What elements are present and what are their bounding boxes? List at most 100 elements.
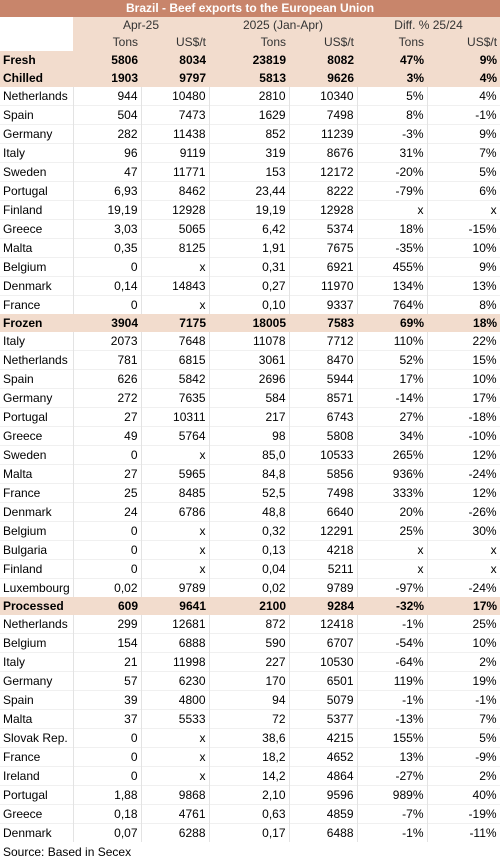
table-row: Denmark 0,07 6288 0,17 6488 -1% -11% xyxy=(0,823,500,842)
country-name: Bulgaria xyxy=(0,540,74,560)
source-note: Source: Based in Secex xyxy=(3,845,132,859)
value-cell: 5065 xyxy=(141,219,210,239)
value-cell: 27% xyxy=(357,407,428,427)
value-cell: 9641 xyxy=(141,597,209,615)
value-cell: 21 xyxy=(73,652,142,672)
table-row: Ireland 0 x 14,2 4864 -27% 2% xyxy=(0,766,500,786)
country-name: Denmark xyxy=(0,502,74,522)
value-cell: 10340 xyxy=(289,87,358,106)
period-2025-jan-apr: 2025 (Jan-Apr) xyxy=(209,17,357,34)
value-cell: 6288 xyxy=(141,823,210,842)
value-cell: 47% xyxy=(357,51,427,69)
value-cell: 10530 xyxy=(289,652,358,672)
value-cell: -14% xyxy=(357,388,428,408)
value-cell: 12928 xyxy=(141,200,210,220)
country-name: Portugal xyxy=(0,785,74,805)
value-cell: 4% xyxy=(427,69,500,87)
value-cell: 0,18 xyxy=(73,804,142,824)
unit-header: US$/t xyxy=(289,34,357,51)
value-cell: -1% xyxy=(357,823,428,842)
country-name: Netherlands xyxy=(0,87,74,106)
country-name: Italy xyxy=(0,143,74,163)
period-header-row: Apr-25 2025 (Jan-Apr) Diff. % 25/24 xyxy=(0,17,500,34)
value-cell: 4859 xyxy=(289,804,358,824)
value-cell: 6707 xyxy=(289,633,358,653)
value-cell: 4864 xyxy=(289,766,358,786)
value-cell: 9789 xyxy=(141,578,210,597)
table-row: Finland 0 x 0,04 5211 x x xyxy=(0,559,500,579)
table-row: Greece 0,18 4761 0,63 4859 -7% -19% xyxy=(0,804,500,824)
table-row: Germany 272 7635 584 8571 -14% 17% xyxy=(0,388,500,408)
table-row: Malta 37 5533 72 5377 -13% 7% xyxy=(0,709,500,729)
value-cell: 1903 xyxy=(73,69,141,87)
value-cell: 30% xyxy=(427,521,500,541)
value-cell: 6888 xyxy=(141,633,210,653)
value-cell: 2696 xyxy=(209,369,290,389)
value-cell: 18,2 xyxy=(209,747,290,767)
value-cell: 47 xyxy=(73,162,142,182)
country-name: Denmark xyxy=(0,823,74,842)
value-cell: 2810 xyxy=(209,87,290,106)
value-cell: 5965 xyxy=(141,464,210,484)
value-cell: 9626 xyxy=(289,69,357,87)
country-name: Portugal xyxy=(0,181,74,201)
value-cell: 6786 xyxy=(141,502,210,522)
value-cell: 3% xyxy=(357,69,427,87)
value-cell: 5% xyxy=(427,728,500,748)
value-cell: 134% xyxy=(357,276,428,296)
value-cell: 1,91 xyxy=(209,238,290,258)
table-row: Finland 19,19 12928 19,19 12928 x x xyxy=(0,200,500,220)
value-cell: -20% xyxy=(357,162,428,182)
value-cell: 8082 xyxy=(289,51,357,69)
country-name: Malta xyxy=(0,709,74,729)
value-cell: 5806 xyxy=(73,51,141,69)
country-name: Spain xyxy=(0,105,74,125)
value-cell: 7498 xyxy=(289,105,358,125)
value-cell: 25% xyxy=(357,521,428,541)
value-cell: 8462 xyxy=(141,181,210,201)
value-cell: 0,10 xyxy=(209,295,290,314)
section-row: Fresh 5806 8034 23819 8082 47% 9% xyxy=(0,51,500,69)
value-cell: x xyxy=(357,559,428,579)
value-cell: 8125 xyxy=(141,238,210,258)
value-cell: 13% xyxy=(357,747,428,767)
value-cell: 69% xyxy=(357,314,427,332)
value-cell: 9284 xyxy=(289,597,357,615)
value-cell: 10533 xyxy=(289,445,358,465)
unit-header-row: Tons US$/t Tons US$/t Tons US$/t xyxy=(0,34,500,51)
value-cell: 5533 xyxy=(141,709,210,729)
country-name: Portugal xyxy=(0,407,74,427)
value-cell: x xyxy=(141,728,210,748)
value-cell: 96 xyxy=(73,143,142,163)
value-cell: 9797 xyxy=(141,69,209,87)
table-row: France 0 x 0,10 9337 764% 8% xyxy=(0,295,500,314)
value-cell: 57 xyxy=(73,671,142,691)
value-cell: 4% xyxy=(427,87,500,106)
value-cell: 12% xyxy=(427,445,500,465)
value-cell: 5856 xyxy=(289,464,358,484)
value-cell: 9% xyxy=(427,51,500,69)
value-cell: 27 xyxy=(73,407,142,427)
value-cell: 17% xyxy=(427,597,500,615)
table-row: Netherlands 781 6815 3061 8470 52% 15% xyxy=(0,350,500,370)
value-cell: 7175 xyxy=(141,314,209,332)
value-cell: 11970 xyxy=(289,276,358,296)
value-cell: 10311 xyxy=(141,407,210,427)
value-cell: 6% xyxy=(427,181,500,201)
country-name: France xyxy=(0,483,74,503)
value-cell: 8034 xyxy=(141,51,209,69)
value-cell: 217 xyxy=(209,407,290,427)
value-cell: 319 xyxy=(209,143,290,163)
value-cell: -1% xyxy=(427,105,500,125)
section-row: Chilled 1903 9797 5813 9626 3% 4% xyxy=(0,69,500,87)
value-cell: 584 xyxy=(209,388,290,408)
section-label: Chilled xyxy=(0,69,73,87)
value-cell: 6921 xyxy=(289,257,358,277)
value-cell: 40% xyxy=(427,785,500,805)
value-cell: 872 xyxy=(209,615,290,634)
value-cell: x xyxy=(357,200,428,220)
table-row: Malta 27 5965 84,8 5856 936% -24% xyxy=(0,464,500,484)
value-cell: 9868 xyxy=(141,785,210,805)
value-cell: 153 xyxy=(209,162,290,182)
value-cell: -64% xyxy=(357,652,428,672)
